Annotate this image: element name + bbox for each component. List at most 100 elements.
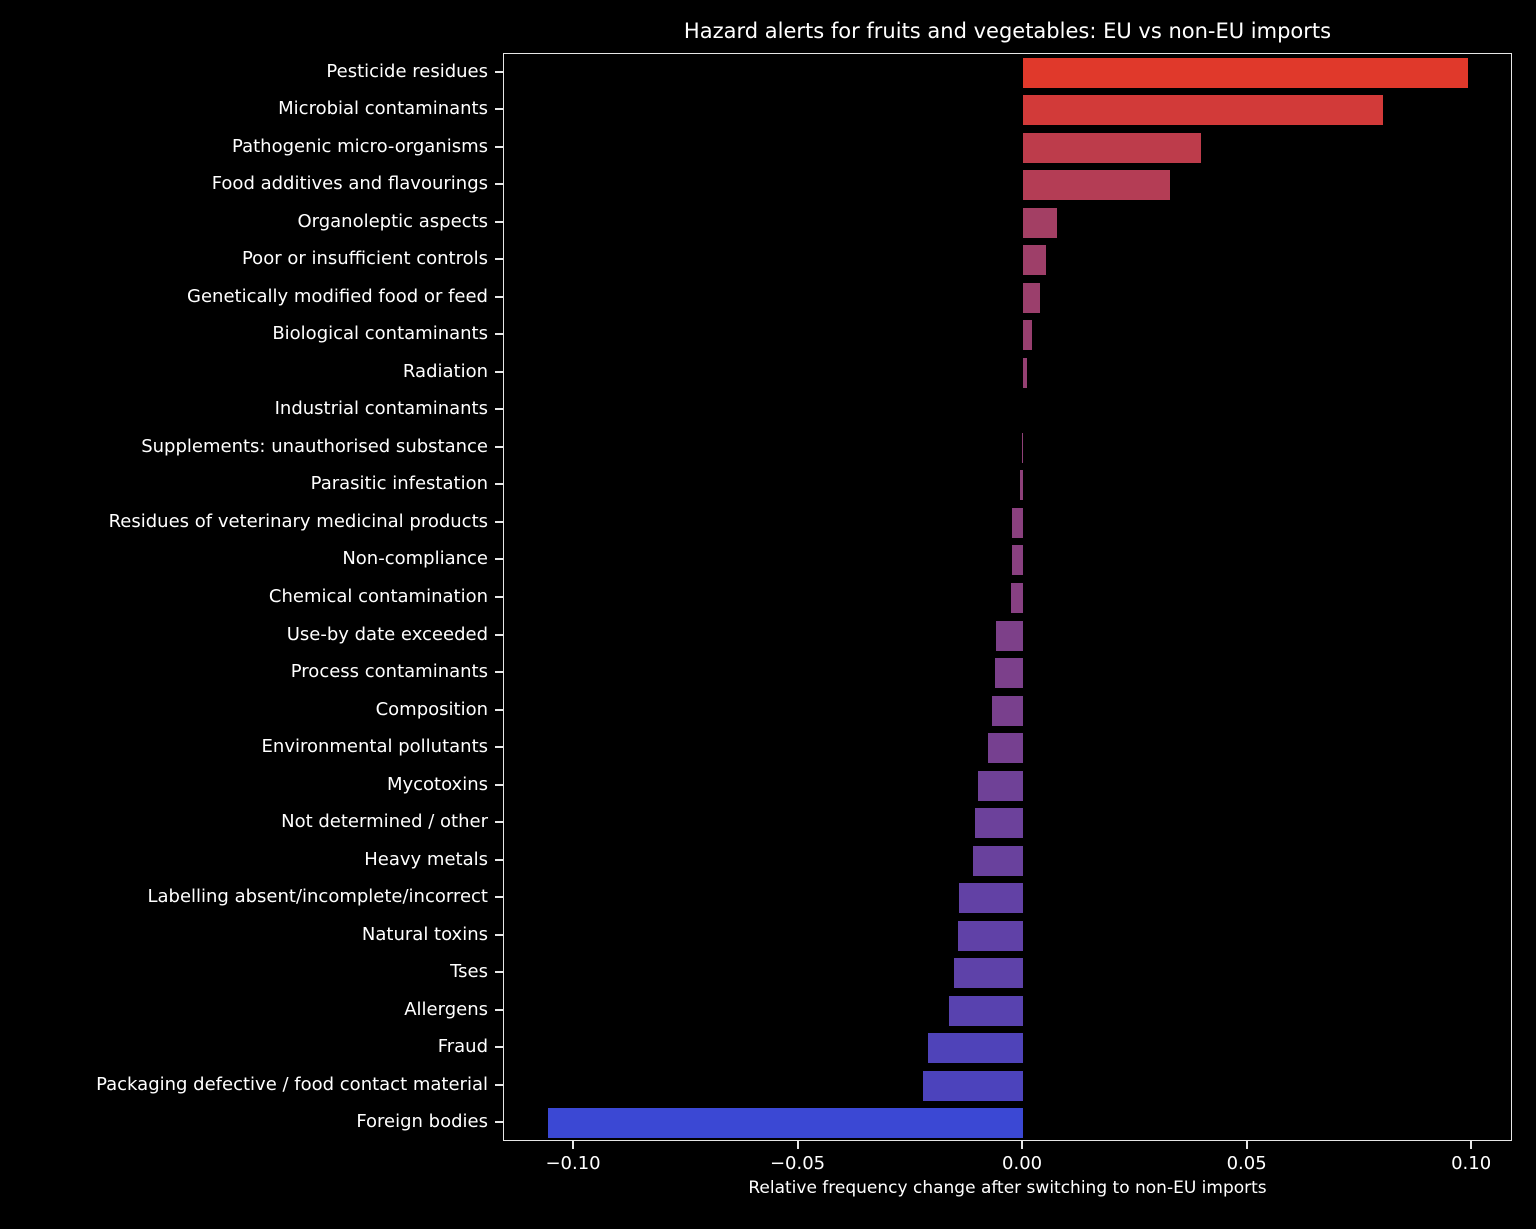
bar xyxy=(1011,545,1024,576)
bar xyxy=(1023,320,1032,351)
x-tick-label: 0.00 xyxy=(1002,1153,1043,1174)
y-tick-mark xyxy=(495,933,503,936)
bar xyxy=(547,1108,1024,1139)
bar xyxy=(1010,583,1024,613)
category-label: Pathogenic micro-organisms xyxy=(232,135,488,157)
bar xyxy=(954,958,1024,989)
y-tick-mark xyxy=(495,295,503,298)
category-label: Use-by date exceeded xyxy=(286,623,488,645)
y-tick-mark xyxy=(495,145,503,148)
category-label: Heavy metals xyxy=(364,848,488,870)
x-tick-label: 0.10 xyxy=(1451,1153,1492,1174)
category-label: Non-compliance xyxy=(342,548,488,570)
y-tick-mark xyxy=(495,896,503,899)
category-label: Supplements: unauthorised substance xyxy=(141,435,488,457)
bar xyxy=(958,920,1024,951)
category-label: Tses xyxy=(450,961,488,983)
y-tick-mark xyxy=(495,370,503,373)
bar xyxy=(927,1033,1024,1064)
category-label: Radiation xyxy=(402,360,488,382)
y-tick-mark xyxy=(495,558,503,561)
category-label: Poor or insufficient controls xyxy=(241,248,488,270)
category-label: Genetically modified food or feed xyxy=(187,285,488,307)
category-label: Allergens xyxy=(404,998,488,1020)
x-tick-mark xyxy=(572,1141,575,1149)
y-tick-mark xyxy=(495,445,503,448)
y-tick-mark xyxy=(495,183,503,186)
category-label: Chemical contamination xyxy=(268,586,488,607)
x-tick-mark xyxy=(1245,1141,1248,1149)
category-label: Natural toxins xyxy=(361,923,488,945)
x-tick-label: 0.05 xyxy=(1226,1153,1267,1174)
y-tick-mark xyxy=(495,483,503,486)
y-tick-mark xyxy=(495,258,503,261)
y-tick-mark xyxy=(495,1083,503,1086)
y-tick-mark xyxy=(495,971,503,974)
bar xyxy=(1023,57,1469,88)
y-tick-mark xyxy=(495,708,503,711)
category-label: Foreign bodies xyxy=(356,1111,488,1133)
category-label: Organoleptic aspects xyxy=(297,210,488,232)
x-tick-label: −0.05 xyxy=(769,1153,826,1174)
category-label: Labelling absent/incomplete/incorrect xyxy=(147,886,488,908)
category-label: Food additives and flavourings xyxy=(211,173,488,195)
category-label: Pesticide residues xyxy=(326,60,488,82)
bar xyxy=(978,770,1024,801)
bar xyxy=(959,883,1024,914)
bar xyxy=(988,733,1024,764)
y-tick-mark xyxy=(495,520,503,523)
bar xyxy=(995,658,1024,689)
category-label: Packaging defective / food contact mater… xyxy=(96,1073,488,1095)
y-tick-mark xyxy=(495,858,503,861)
category-label: Microbial contaminants xyxy=(278,98,488,120)
bar xyxy=(922,1070,1024,1101)
bar xyxy=(996,620,1024,651)
bar xyxy=(1023,207,1058,238)
y-tick-mark xyxy=(495,821,503,824)
bar xyxy=(973,845,1024,876)
category-label: Not determined / other xyxy=(281,811,488,833)
y-tick-mark xyxy=(495,671,503,674)
x-tick-mark xyxy=(1021,1141,1024,1149)
y-tick-mark xyxy=(495,1121,503,1124)
category-label: Residues of veterinary medicinal product… xyxy=(108,510,488,532)
category-label: Process contaminants xyxy=(290,661,488,683)
category-label: Composition xyxy=(375,698,488,720)
category-label: Parasitic infestation xyxy=(310,473,488,495)
bar xyxy=(975,808,1024,839)
bar xyxy=(949,995,1024,1026)
y-tick-mark xyxy=(495,596,503,598)
x-tick-label: −0.10 xyxy=(545,1153,601,1174)
bar xyxy=(1012,507,1024,538)
x-tick-mark xyxy=(1470,1141,1473,1149)
bar xyxy=(1023,357,1027,388)
bar xyxy=(1023,170,1170,201)
bar xyxy=(1023,282,1041,313)
plot-area xyxy=(503,53,1512,1141)
category-label: Biological contaminants xyxy=(272,323,488,345)
bar xyxy=(992,695,1024,726)
y-tick-mark xyxy=(495,746,503,749)
bar xyxy=(1023,95,1384,126)
category-label: Mycotoxins xyxy=(386,773,488,795)
y-tick-mark xyxy=(495,1046,503,1049)
bar xyxy=(1021,432,1024,463)
y-tick-mark xyxy=(495,408,503,411)
y-tick-mark xyxy=(495,333,503,336)
bar xyxy=(1019,470,1024,501)
chart-title: Hazard alerts for fruits and vegetables:… xyxy=(683,19,1332,43)
y-tick-mark xyxy=(495,633,503,636)
category-label: Environmental pollutants xyxy=(261,736,488,758)
x-tick-mark xyxy=(796,1141,799,1149)
category-label: Fraud xyxy=(437,1036,488,1058)
y-tick-mark xyxy=(495,783,503,786)
bar xyxy=(1023,245,1046,276)
y-tick-mark xyxy=(495,70,503,73)
bar xyxy=(1023,132,1201,163)
category-label: Industrial contaminants xyxy=(274,398,488,420)
x-axis-label: Relative frequency change after switchin… xyxy=(748,1178,1267,1198)
y-tick-mark xyxy=(495,1008,503,1011)
y-tick-mark xyxy=(495,220,503,223)
y-tick-mark xyxy=(495,108,503,111)
